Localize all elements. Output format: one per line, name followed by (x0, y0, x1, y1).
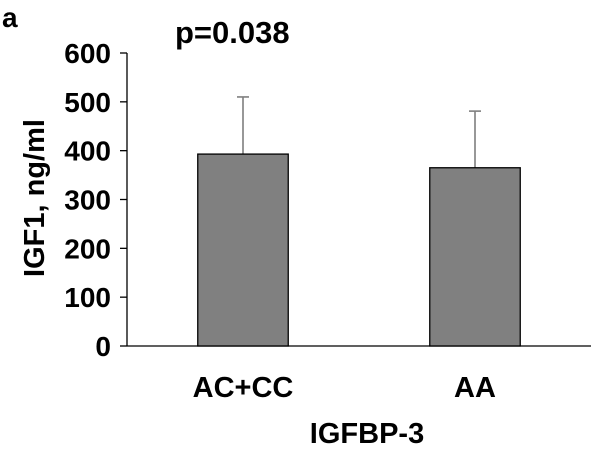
y-tick-label: 400 (64, 136, 111, 167)
y-tick-label: 100 (64, 282, 111, 313)
panel-label: a (2, 2, 18, 33)
bar (429, 167, 521, 347)
y-ticks: 0 100 200 300 400 500 600 (64, 38, 127, 362)
y-tick-label: 0 (95, 331, 111, 362)
y-tick-label: 300 (64, 185, 111, 216)
y-tick-label: 200 (64, 233, 111, 264)
bars (197, 96, 521, 347)
p-value-annotation: p=0.038 (175, 15, 290, 50)
x-tick-label: AA (454, 372, 496, 404)
x-tick-label: AC+CC (193, 372, 294, 404)
y-tick-label: 500 (64, 87, 111, 118)
x-axis-title: IGFBP-3 (310, 418, 424, 450)
bar (197, 153, 289, 347)
y-tick-label: 600 (64, 38, 111, 69)
y-axis-title: IGF1, ng/ml (19, 119, 51, 277)
x-tick-labels: AC+CC AA (193, 372, 496, 404)
